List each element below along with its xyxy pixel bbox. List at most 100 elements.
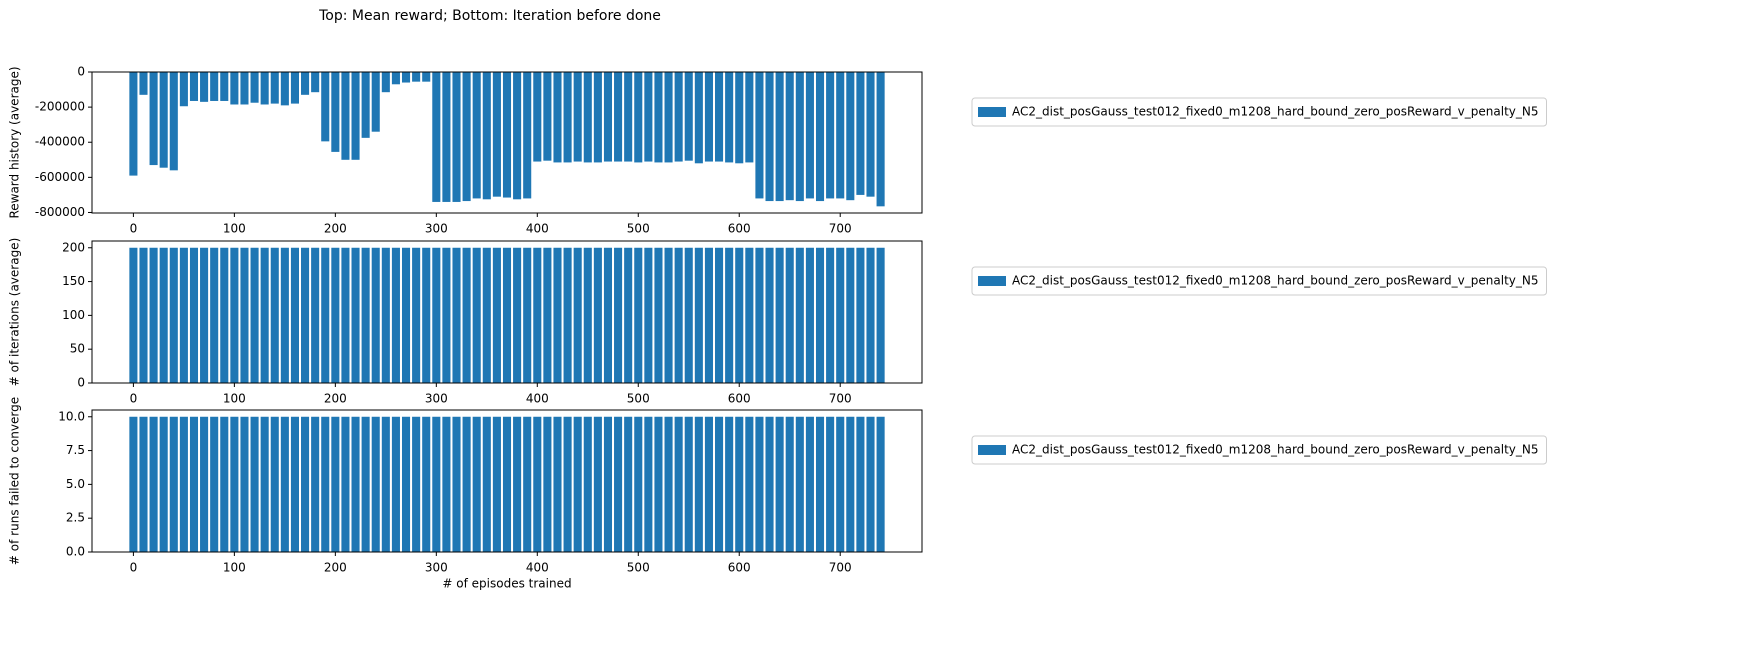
bar — [361, 416, 370, 552]
bar — [573, 247, 582, 383]
bar — [422, 72, 431, 82]
bar — [543, 247, 552, 383]
bar — [280, 416, 289, 552]
bar — [725, 416, 734, 552]
bar — [482, 416, 491, 552]
legend-label: AC2_dist_posGauss_test012_fixed0_m1208_h… — [1012, 105, 1539, 119]
bar — [775, 416, 784, 552]
bar — [775, 247, 784, 383]
bar — [684, 416, 693, 552]
bar — [513, 416, 522, 552]
bar — [523, 247, 532, 383]
bar — [502, 72, 512, 198]
y-tick-label: 2.5 — [66, 511, 85, 525]
bar — [654, 247, 663, 383]
bar — [563, 72, 572, 163]
bar — [765, 416, 774, 552]
figure-title: Top: Mean reward; Bottom: Iteration befo… — [318, 8, 661, 24]
bar — [664, 247, 673, 383]
bar — [815, 416, 825, 552]
bar — [129, 416, 138, 552]
y-axis-label: # of runs failed to converge — [8, 397, 22, 565]
bar — [674, 72, 683, 162]
bar — [876, 72, 885, 207]
x-tick-label: 0 — [130, 392, 138, 406]
bar — [624, 247, 633, 383]
bar — [452, 416, 461, 552]
bar — [492, 247, 501, 383]
bar — [169, 416, 178, 552]
bar — [593, 72, 602, 163]
legend: AC2_dist_posGauss_test012_fixed0_m1208_h… — [971, 97, 1547, 127]
x-tick-label: 600 — [728, 222, 751, 236]
bar — [533, 247, 542, 383]
bar — [664, 416, 673, 552]
bar — [674, 416, 683, 552]
bar — [866, 72, 875, 197]
bar — [290, 247, 299, 383]
bar — [260, 72, 269, 105]
bar — [149, 416, 158, 552]
bar — [280, 247, 289, 383]
bar — [755, 72, 764, 199]
bar — [644, 72, 653, 162]
bar — [422, 247, 431, 383]
bar — [846, 72, 855, 201]
bar — [432, 72, 441, 202]
y-tick-label: 0 — [77, 65, 85, 79]
bar — [381, 247, 390, 383]
x-tick-label: 400 — [526, 561, 549, 575]
x-tick-label: 200 — [324, 392, 347, 406]
bar — [260, 247, 269, 383]
bar — [694, 72, 703, 164]
bar — [523, 416, 532, 552]
legend-swatch — [978, 445, 1006, 455]
bar — [614, 416, 623, 552]
y-tick-label: -600000 — [35, 170, 85, 184]
bar — [876, 247, 885, 383]
bar — [715, 416, 724, 552]
x-tick-label: 500 — [627, 222, 650, 236]
bar — [462, 247, 471, 383]
bar — [250, 416, 259, 552]
bar — [573, 72, 582, 162]
bar — [391, 247, 400, 383]
bar — [755, 416, 764, 552]
bar — [492, 72, 501, 197]
bar — [704, 247, 713, 383]
bar — [200, 416, 209, 552]
y-tick-label: 150 — [62, 274, 85, 288]
bar — [795, 416, 804, 552]
bar — [301, 72, 310, 95]
bar — [533, 416, 542, 552]
bar — [240, 247, 249, 383]
bar — [674, 247, 683, 383]
bar — [644, 416, 653, 552]
bar — [371, 72, 380, 132]
bar — [533, 72, 542, 162]
y-axis-label: Reward history (average) — [8, 66, 22, 218]
bar — [472, 72, 481, 199]
bar — [715, 72, 724, 162]
bar — [735, 247, 744, 383]
bar — [795, 72, 804, 202]
bar — [634, 72, 643, 163]
bar — [492, 416, 501, 552]
bar — [513, 247, 522, 383]
bar — [189, 72, 199, 101]
bar — [179, 247, 188, 383]
bar — [149, 247, 158, 383]
x-tick-label: 0 — [130, 561, 138, 575]
legend: AC2_dist_posGauss_test012_fixed0_m1208_h… — [971, 266, 1547, 296]
bar — [169, 247, 178, 383]
bar — [866, 416, 875, 552]
bar — [805, 247, 814, 383]
bar — [765, 247, 774, 383]
bar — [270, 72, 279, 104]
bar — [684, 72, 693, 161]
bar — [826, 416, 835, 552]
bar — [765, 72, 774, 202]
bar — [836, 247, 845, 383]
bar — [381, 72, 390, 93]
bar — [210, 247, 219, 383]
